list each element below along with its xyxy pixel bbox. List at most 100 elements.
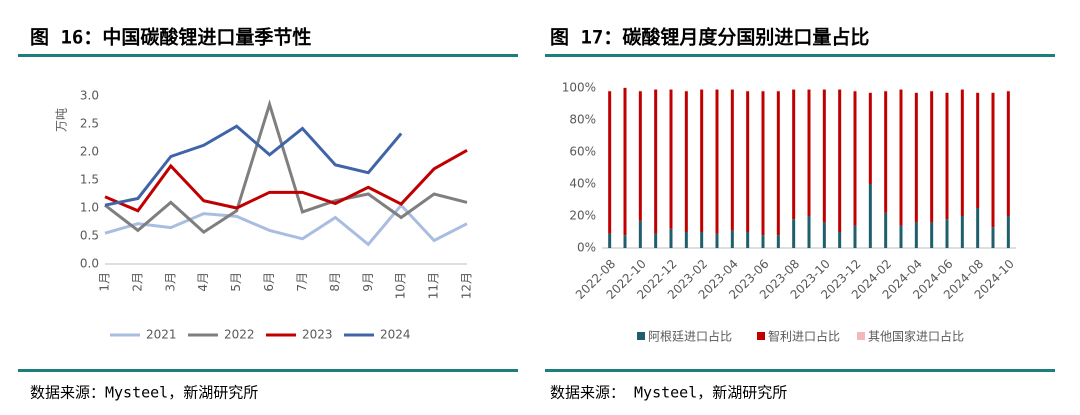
x-tick-label: 10月 (394, 272, 408, 299)
x-tick-label: 12月 (460, 272, 474, 299)
bar-segment (822, 222, 826, 248)
y-tick-label: 60% (569, 145, 596, 159)
bar-segment (776, 91, 780, 236)
bar-segment (960, 216, 964, 248)
bar-segment (838, 89, 842, 232)
bar-segment (730, 89, 734, 231)
bar-segment (684, 91, 688, 232)
source: 数据来源： Mysteel，新湖研究所 (550, 384, 787, 402)
bar-segment (899, 225, 903, 248)
bar-segment (746, 91, 750, 232)
bar-segment (914, 222, 918, 248)
legend-label: 阿根廷进口占比 (648, 329, 732, 344)
y-tick-label: 0.0 (80, 257, 99, 271)
bar-segment (746, 232, 750, 248)
line-series (104, 124, 403, 207)
source-rule (545, 369, 1055, 372)
bar-segment (669, 89, 673, 229)
x-tick-label: 1月 (98, 272, 112, 292)
bar-segment (730, 230, 734, 248)
legend-label: 2024 (380, 328, 411, 342)
bar-segment (684, 232, 688, 248)
chart-title: 图 16：中国碳酸锂进口量季节性 (30, 26, 311, 49)
x-tick-label: 4月 (196, 272, 210, 292)
legend-label: 2023 (302, 328, 333, 342)
y-tick-label: 80% (569, 113, 596, 127)
bar-segment (991, 227, 995, 248)
bar-segment (700, 89, 704, 232)
title-rule (18, 54, 518, 57)
y-axis-label: 万吨 (55, 108, 69, 132)
source-rule (18, 369, 518, 372)
source: 数据来源：Mysteel，新湖研究所 (30, 384, 258, 402)
bar-segment (623, 235, 627, 248)
bar-segment (654, 233, 658, 248)
bar-segment (945, 219, 949, 248)
bar-segment (853, 91, 857, 226)
bar-segment (608, 91, 612, 234)
legend-label: 2022 (224, 328, 255, 342)
bar-segment (884, 91, 888, 213)
x-tick-label: 3月 (163, 272, 177, 292)
bar-segment (669, 228, 673, 248)
x-tick-label: 5月 (229, 272, 243, 292)
bar-segment (991, 92, 995, 228)
bar-segment (807, 216, 811, 248)
y-tick-label: 20% (569, 209, 596, 223)
bar-segment (761, 91, 765, 236)
bar-segment (838, 232, 842, 248)
y-tick-label: 100% (562, 81, 596, 95)
bar-segment (807, 89, 811, 216)
legend-label: 智利进口占比 (768, 329, 840, 344)
bar-segment (638, 91, 642, 221)
x-tick-label: 8月 (328, 272, 342, 292)
bar-segment (1006, 91, 1010, 216)
bar-segment (638, 220, 642, 248)
bar-segment (623, 88, 627, 236)
bar-segment (853, 225, 857, 248)
bar-segment (976, 92, 980, 208)
x-tick-label: 2月 (130, 272, 144, 292)
legend-swatch (637, 332, 645, 340)
bar-segment (976, 208, 980, 248)
bar-segment (914, 92, 918, 223)
line-series (104, 99, 468, 234)
legend-label: 2021 (146, 328, 177, 342)
y-tick-label: 3.0 (80, 89, 99, 103)
title-rule (545, 54, 1055, 57)
x-tick-label: 7月 (295, 272, 309, 292)
legend-label: 其他国家进口占比 (868, 329, 964, 344)
bar-segment (930, 222, 934, 248)
y-tick-label: 0.5 (80, 229, 99, 243)
bar-segment (960, 89, 964, 216)
y-tick-label: 40% (569, 177, 596, 191)
bar-segment (792, 219, 796, 248)
line-series (104, 149, 468, 213)
bar-segment (792, 89, 796, 220)
bar-segment (930, 91, 934, 223)
bar-segment (945, 92, 949, 220)
bar-segment (868, 184, 872, 248)
bar-segment (868, 92, 872, 184)
bar-segment (715, 233, 719, 248)
legend-swatch (857, 332, 865, 340)
bar-segment (884, 212, 888, 248)
y-tick-label: 0% (577, 241, 596, 255)
bar-segment (608, 233, 612, 248)
y-tick-label: 2.5 (80, 117, 99, 131)
bar-segment (654, 89, 658, 234)
y-tick-label: 2.0 (80, 145, 99, 159)
chart-title: 图 17：碳酸锂月度分国别进口量占比 (550, 26, 869, 49)
line-series (104, 202, 468, 247)
x-tick-label: 11月 (427, 272, 441, 299)
legend-swatch (757, 332, 765, 340)
y-tick-label: 1.5 (80, 173, 99, 187)
bar-segment (761, 235, 765, 248)
bar-segment (899, 89, 903, 226)
bar-segment (822, 89, 826, 223)
x-tick-label: 6月 (262, 272, 276, 292)
bar-segment (700, 232, 704, 248)
y-tick-label: 1.0 (80, 201, 99, 215)
bar-segment (776, 235, 780, 248)
